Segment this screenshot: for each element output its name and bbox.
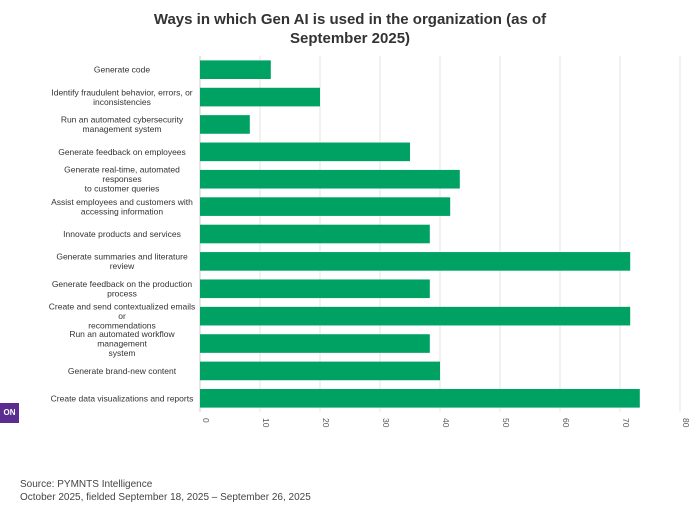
chart-title: Ways in which Gen AI is used in the orga… [153,11,547,47]
x-tick-label: 10 [261,418,271,428]
x-tick-label: 20 [321,418,331,428]
category-label: Run an automated cybersecurity management… [61,115,184,134]
bar [200,87,320,107]
x-tick-label: 60 [561,418,571,428]
category-label: Generate feedback on the production proce… [52,279,193,299]
bar [200,252,631,271]
source-line: Source: PYMNTS Intelligence [20,479,153,490]
source-note: Source: PYMNTS Intelligence October 2025… [20,478,311,504]
category-label: Generate brand-new content [68,366,177,376]
x-tick-label: 30 [381,418,391,428]
bar [200,388,640,408]
brand-badge: ON [0,403,19,423]
x-tick-label: 40 [441,418,451,428]
category-label: Generate code [94,65,151,75]
x-tick-label: 50 [501,418,511,428]
category-label: Generate summaries and literature review [56,252,188,272]
fielded-dates-line: October 2025, fielded September 18, 2025… [20,492,311,503]
bar [200,361,440,381]
x-tick-label: 70 [621,418,631,428]
bar [200,60,271,80]
bar [200,334,430,353]
bar-chart: 0 10 20 30 40 50 60 70 80 Generate code Identify f… [49,56,691,428]
category-label: Identify fraudulent behavior, errors, or… [51,87,192,107]
x-tick-label: 0 [201,418,211,423]
bar [200,224,430,244]
bar [200,169,460,189]
x-tick-label: 80 [681,418,691,428]
category-label: Generate feedback on employees [58,147,186,157]
category-label: Create and send contextualized emails or r… [49,302,195,331]
bar [200,306,631,326]
bar [200,115,250,134]
category-label: Generate real-time, automated responses to… [64,165,180,194]
bar [200,197,451,216]
bar [200,279,430,299]
category-label: Run an automated workflow management syste… [69,329,175,358]
bar [200,142,410,162]
category-label: Create data visualizations and reports [51,393,194,403]
category-label: Innovate products and services [63,229,181,239]
category-label: Assist employees and customers with acces… [51,197,193,217]
